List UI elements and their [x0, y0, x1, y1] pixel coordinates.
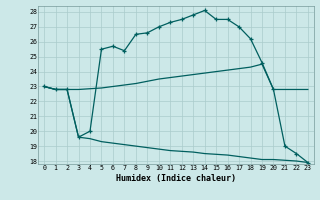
X-axis label: Humidex (Indice chaleur): Humidex (Indice chaleur)	[116, 174, 236, 183]
